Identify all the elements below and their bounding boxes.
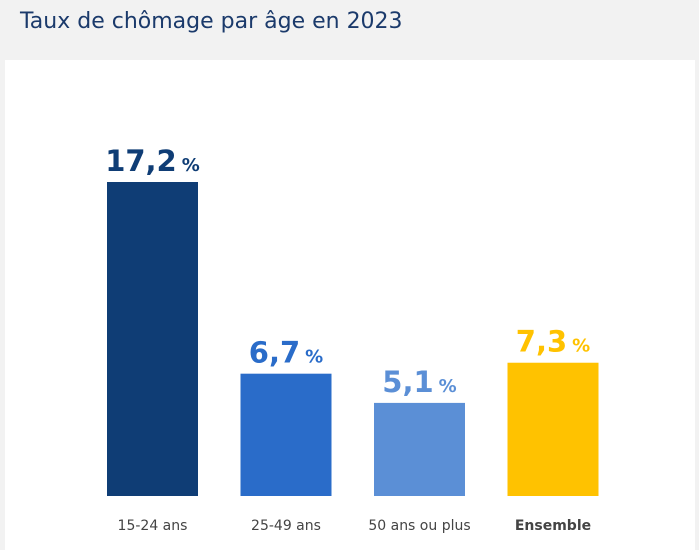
bar-3 <box>374 402 465 496</box>
bar-2 <box>240 373 332 496</box>
value-label-1: 17,2% <box>105 144 200 178</box>
chart-title: Taux de chômage par âge en 2023 <box>20 9 403 34</box>
category-label-4: Ensemble <box>515 518 591 534</box>
value-label-3: 5,1% <box>382 365 456 399</box>
value-label-2: 6,7% <box>249 336 323 370</box>
value-label-4: 7,3% <box>516 325 590 359</box>
bar-4 <box>507 362 599 496</box>
category-label-3: 50 ans ou plus <box>368 518 470 534</box>
category-label-1: 15-24 ans <box>118 518 188 534</box>
bar-1 <box>107 182 198 496</box>
category-label-2: 25-49 ans <box>251 518 321 534</box>
